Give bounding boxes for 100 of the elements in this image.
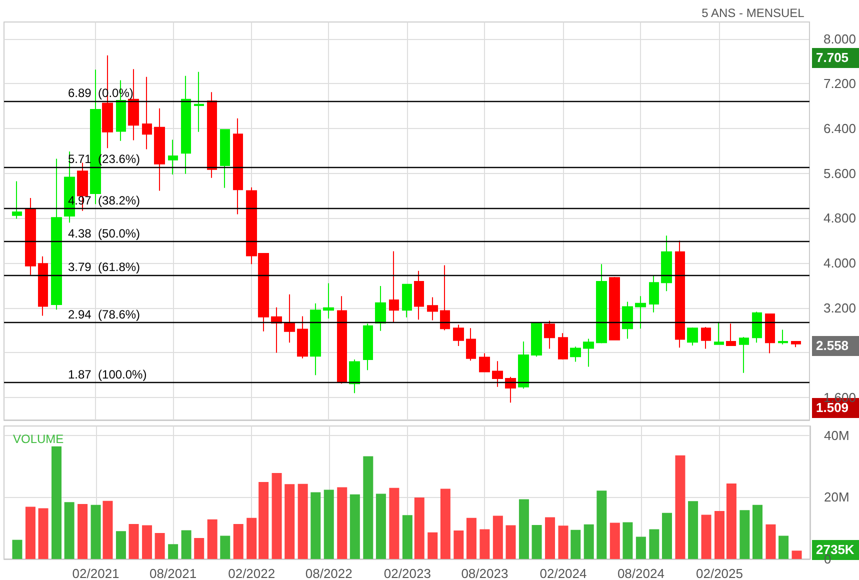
candlestick	[544, 320, 555, 350]
text: 2.558	[816, 338, 849, 353]
bar	[25, 506, 36, 559]
bar	[532, 524, 542, 559]
bar	[466, 518, 476, 559]
bar	[258, 482, 269, 559]
candlestick	[675, 240, 685, 348]
candlestick	[25, 198, 36, 276]
candlestick	[51, 158, 62, 310]
y-tick-label: 40M	[824, 428, 850, 443]
bar	[584, 524, 594, 559]
bar	[78, 504, 88, 559]
candlestick	[207, 92, 217, 178]
candlestick	[687, 327, 698, 346]
bar	[220, 536, 230, 559]
bar	[558, 526, 568, 559]
bar	[740, 510, 750, 559]
bar	[570, 530, 581, 559]
y-tick-label: 5.600	[823, 166, 856, 181]
candlestick	[375, 286, 386, 332]
candlestick	[466, 328, 476, 362]
text: VOLUME	[13, 432, 64, 446]
bar	[506, 525, 516, 559]
bar	[154, 533, 165, 559]
bar	[90, 504, 101, 559]
bar	[102, 500, 113, 559]
y-tick-label: 7.200	[823, 76, 856, 92]
bar	[414, 497, 424, 559]
bar	[350, 494, 360, 559]
candlestick	[583, 338, 594, 368]
candlestick	[479, 352, 490, 372]
candlestick	[518, 341, 529, 390]
x-tick-label: 02/2023	[384, 566, 431, 580]
bar	[649, 529, 660, 559]
bar	[792, 550, 802, 559]
bar	[194, 538, 204, 559]
candlestick	[310, 302, 321, 376]
bar	[116, 531, 126, 559]
bar	[402, 515, 412, 559]
x-tick-label: 08/2024	[617, 566, 664, 580]
bar	[12, 540, 22, 559]
candlestick	[271, 306, 282, 354]
bar	[428, 532, 438, 559]
x-tick-label: 02/2024	[540, 566, 587, 580]
text: 7.705	[816, 50, 849, 65]
bar	[492, 516, 503, 559]
candlestick	[505, 376, 516, 404]
bar	[128, 524, 139, 559]
candlestick	[440, 264, 450, 331]
candlestick	[726, 323, 736, 347]
bar	[596, 490, 607, 559]
candlestick	[38, 256, 48, 316]
bar	[233, 524, 244, 559]
y-tick-label: 4.800	[823, 210, 856, 226]
candlestick	[701, 326, 711, 350]
ref-line-label: 3.79 (61.8%)	[68, 260, 140, 274]
candlestick	[570, 346, 581, 362]
ref-line-label: 4.38 (50.0%)	[68, 226, 140, 241]
candlestick	[765, 312, 775, 354]
candlestick	[558, 332, 568, 360]
candlestick	[168, 139, 178, 175]
candlestick	[181, 75, 191, 174]
y-tick-label: 4.000	[823, 256, 856, 271]
ref-line-label: 1.87 (100.0%)	[68, 367, 147, 382]
candlestick	[635, 296, 646, 330]
candlestick	[492, 360, 503, 388]
bar	[454, 530, 464, 559]
candlestick	[609, 276, 620, 341]
candlestick	[622, 301, 633, 340]
bar	[636, 536, 646, 559]
candlestick	[337, 296, 347, 384]
candlestick	[531, 322, 542, 358]
bar	[752, 504, 762, 559]
bar	[688, 501, 698, 559]
bar	[310, 492, 321, 559]
bar	[284, 484, 295, 559]
bar	[64, 502, 74, 559]
candlestick	[414, 270, 424, 320]
bar	[324, 490, 334, 559]
candlestick	[402, 284, 412, 318]
chart-subtitle: 5 ANS - MENSUEL	[702, 6, 805, 20]
bar	[662, 512, 672, 559]
candlestick	[363, 323, 373, 371]
candlestick	[220, 129, 230, 188]
ref-line-label: 2.94 (78.6%)	[68, 307, 140, 322]
x-tick-label: 08/2021	[150, 566, 197, 580]
y-tick-label: 8.000	[823, 31, 856, 46]
bar	[440, 488, 450, 559]
candlestick	[739, 336, 749, 374]
bar	[726, 484, 736, 559]
bar	[298, 484, 308, 559]
bar	[207, 519, 218, 559]
bar	[701, 514, 712, 559]
candlestick	[778, 329, 788, 345]
candlestick	[349, 358, 360, 394]
bar	[610, 522, 620, 559]
x-tick-label: 08/2022	[305, 566, 352, 580]
bar	[142, 525, 152, 559]
bar	[38, 508, 48, 559]
candlestick	[649, 274, 659, 313]
